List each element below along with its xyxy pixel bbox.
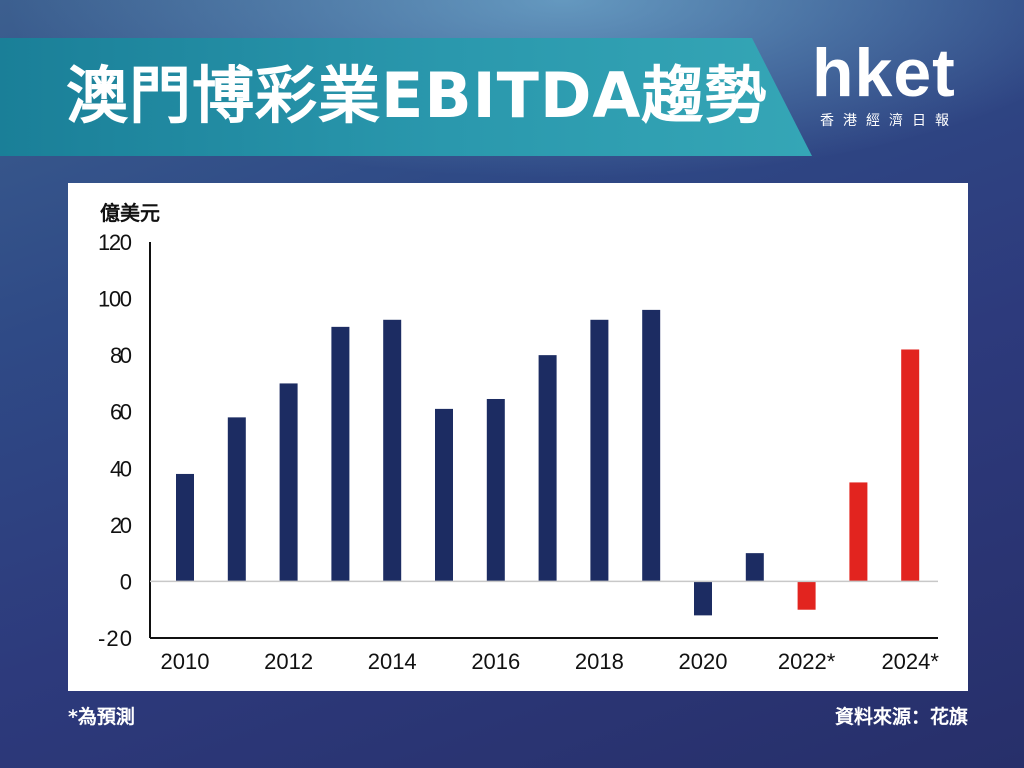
x-tick-label: 2010 xyxy=(161,649,210,674)
y-tick-label: 60 xyxy=(110,400,132,425)
bar-2020 xyxy=(694,581,712,616)
bar-2023-forecast xyxy=(849,482,868,582)
ebitda-bar-chart: 120 100 80 60 40 20 0 -20 2010 2012 2014 2016 2018 2… xyxy=(98,201,939,674)
logo-wordmark: hket xyxy=(812,35,956,111)
bar-2010 xyxy=(176,473,194,582)
y-tick-label: 20 xyxy=(110,513,132,538)
source-note: 資料來源：花旗 xyxy=(834,706,968,728)
forecast-note: *為預測 xyxy=(68,706,135,728)
bar-2012 xyxy=(279,383,298,582)
hket-logo: hket 香港經濟日報 xyxy=(812,35,982,130)
y-tick-label: 120 xyxy=(98,230,132,255)
logo-subtitle: 香港經濟日報 xyxy=(820,113,958,129)
chart-panel: 120 100 80 60 40 20 0 -20 2010 2012 2014 2016 2018 2… xyxy=(68,183,968,691)
x-tick-label: 2014 xyxy=(368,649,417,674)
bar-2011 xyxy=(227,417,246,582)
y-tick-label: -20 xyxy=(98,626,132,651)
y-tick-label: 0 xyxy=(120,569,132,594)
bar-2014 xyxy=(383,319,402,582)
bar-2019 xyxy=(642,309,661,582)
y-axis-label: 億美元 xyxy=(100,201,160,225)
y-tick-label: 40 xyxy=(110,456,132,481)
page-title: 澳門博彩業EBITDA趨勢 xyxy=(66,59,768,132)
x-tick-label: 2024* xyxy=(881,649,939,674)
y-tick-label: 80 xyxy=(110,343,132,368)
bar-2017 xyxy=(538,355,557,582)
bar-2015 xyxy=(435,408,453,582)
x-tick-label: 2018 xyxy=(575,649,624,674)
x-tick-label: 2016 xyxy=(471,649,520,674)
x-tick-label: 2022* xyxy=(778,649,836,674)
bar-2013 xyxy=(331,326,350,582)
x-tick-label: 2012 xyxy=(264,649,313,674)
bar-2021 xyxy=(745,553,764,582)
bar-2016 xyxy=(486,398,505,582)
bar-2018 xyxy=(590,319,609,582)
x-tick-label: 2020 xyxy=(679,649,728,674)
y-tick-label: 100 xyxy=(98,287,132,312)
bar-2022-forecast xyxy=(797,581,816,610)
title-banner xyxy=(0,38,812,156)
bar-2024-forecast xyxy=(901,349,920,582)
